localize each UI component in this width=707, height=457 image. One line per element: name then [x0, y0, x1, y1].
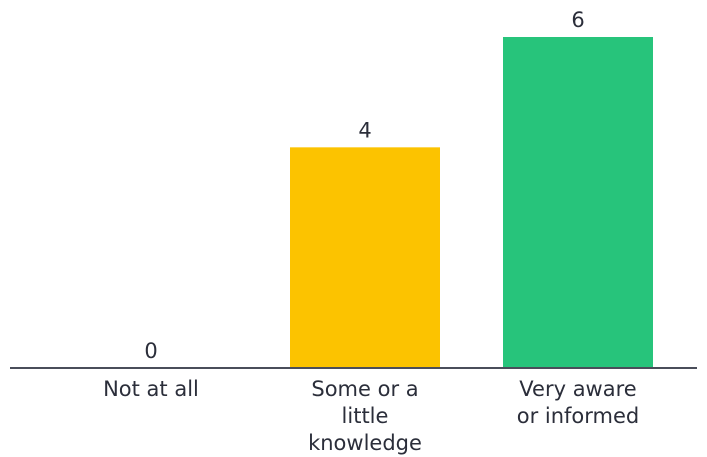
bars-group: [290, 37, 653, 368]
bar-2: [503, 37, 653, 368]
data-label-0: 0: [144, 339, 157, 363]
data-label-2: 6: [571, 8, 584, 32]
category-label-0-line-0: Not at all: [103, 377, 199, 401]
data-label-1: 4: [358, 118, 371, 142]
category-label-1-line-2: knowledge: [308, 431, 422, 455]
category-labels-group: Not at all Some or a little knowledge Very a…: [103, 377, 639, 455]
category-label-1-line-1: little: [342, 404, 389, 428]
category-label-2-line-1: or informed: [517, 404, 640, 428]
value-labels-group: 0 4 6: [144, 8, 584, 363]
category-label-2-line-0: Very aware: [519, 377, 636, 401]
category-label-1-line-0: Some or a: [311, 377, 418, 401]
bar-1: [290, 147, 440, 368]
